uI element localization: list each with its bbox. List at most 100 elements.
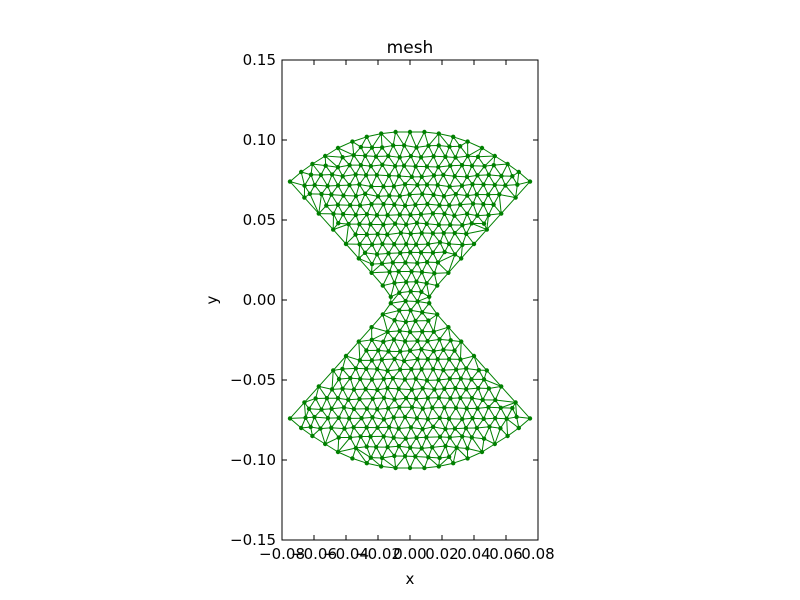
mesh-node (426, 143, 431, 148)
mesh-node (413, 242, 419, 247)
mesh-node (335, 202, 341, 208)
mesh-edge (387, 358, 395, 372)
mesh-node (368, 455, 374, 460)
mesh-node (420, 406, 425, 411)
mesh-edge (447, 327, 452, 341)
mesh-node (392, 453, 397, 459)
mesh-node (431, 192, 436, 197)
mesh-edge (506, 418, 520, 429)
mesh-node (437, 434, 443, 440)
mesh-edge (318, 386, 328, 399)
mesh-edge (422, 311, 438, 315)
mesh-edge (467, 141, 483, 149)
mesh-node (381, 222, 386, 227)
mesh-node (375, 231, 380, 237)
mesh-node (364, 348, 369, 353)
mesh-node (435, 260, 441, 265)
mesh-node (448, 338, 453, 343)
mesh-edge (393, 339, 401, 352)
mesh-edge (289, 181, 305, 187)
mesh-node (448, 396, 453, 401)
mesh-node (385, 213, 390, 218)
mesh-edge (331, 370, 334, 390)
mesh-node (424, 259, 430, 265)
mesh-node (469, 163, 475, 168)
mesh-node (318, 172, 324, 178)
mesh-node (351, 387, 357, 392)
mesh-edge (341, 355, 347, 370)
mesh-edge (381, 457, 396, 469)
mesh-node (422, 129, 427, 135)
mesh-node (379, 455, 385, 461)
mesh-node (424, 164, 430, 169)
mesh-node (397, 308, 402, 313)
mesh-edge (371, 331, 388, 341)
mesh-edge (324, 437, 339, 445)
mesh-edge (439, 326, 449, 340)
mesh-edge (309, 193, 320, 214)
mesh-node (402, 414, 408, 420)
mesh-edge (448, 258, 462, 274)
mesh-node (459, 339, 464, 344)
mesh-node (510, 174, 515, 179)
mesh-node (403, 396, 409, 401)
mesh-node (476, 367, 482, 373)
mesh-node (368, 434, 373, 439)
mesh-node (510, 405, 515, 411)
mesh-node (425, 338, 430, 344)
mesh-node (403, 260, 408, 265)
mesh-node (515, 182, 520, 187)
mesh-node (486, 212, 491, 218)
mesh-edge (486, 370, 502, 387)
mesh-node (464, 386, 469, 392)
mesh-node (419, 289, 424, 295)
mesh-node (452, 252, 458, 257)
mesh-node (353, 366, 359, 371)
mesh-edge (312, 163, 322, 176)
mesh-node (431, 329, 436, 334)
mesh-node (430, 445, 435, 450)
mesh-node (475, 154, 481, 160)
mesh-node (413, 164, 418, 169)
mesh-node (368, 163, 374, 169)
mesh-edge (473, 355, 488, 371)
mesh-node (335, 449, 341, 455)
mesh-node (346, 416, 352, 421)
mesh-node (503, 183, 508, 188)
mesh-edge (484, 155, 496, 167)
mesh-node (325, 415, 331, 421)
mesh-edge (358, 341, 361, 361)
mesh-edge (494, 386, 502, 401)
mesh-node (493, 397, 498, 403)
mesh-node (487, 424, 492, 429)
mesh-edge (312, 435, 326, 445)
mesh-edge (395, 131, 405, 146)
mesh-node (424, 221, 429, 226)
mesh-node (457, 144, 463, 149)
mesh-node (453, 192, 459, 197)
mesh-node (325, 183, 330, 189)
mesh-node (398, 250, 403, 256)
mesh-node (388, 294, 393, 299)
mesh-node (369, 337, 374, 343)
mesh-edge (371, 326, 388, 333)
mesh-edge (438, 133, 454, 138)
mesh-node (436, 222, 442, 228)
mesh-node (396, 173, 402, 179)
mesh-node (435, 357, 440, 362)
mesh-edge (495, 399, 516, 403)
mesh-edge (473, 229, 488, 245)
mesh-node (409, 269, 414, 274)
mesh-node (419, 366, 424, 372)
mesh-node (516, 169, 521, 175)
mesh-edge (289, 171, 302, 182)
mesh-node (430, 250, 436, 255)
mesh-node (492, 441, 497, 447)
mesh-node (379, 131, 384, 136)
mesh-node (430, 231, 436, 236)
mesh-node (453, 155, 458, 160)
x-tick-label: −0.06 (291, 545, 337, 563)
mesh-node (413, 396, 419, 402)
mesh-node (347, 162, 352, 168)
mesh-node (513, 195, 518, 200)
